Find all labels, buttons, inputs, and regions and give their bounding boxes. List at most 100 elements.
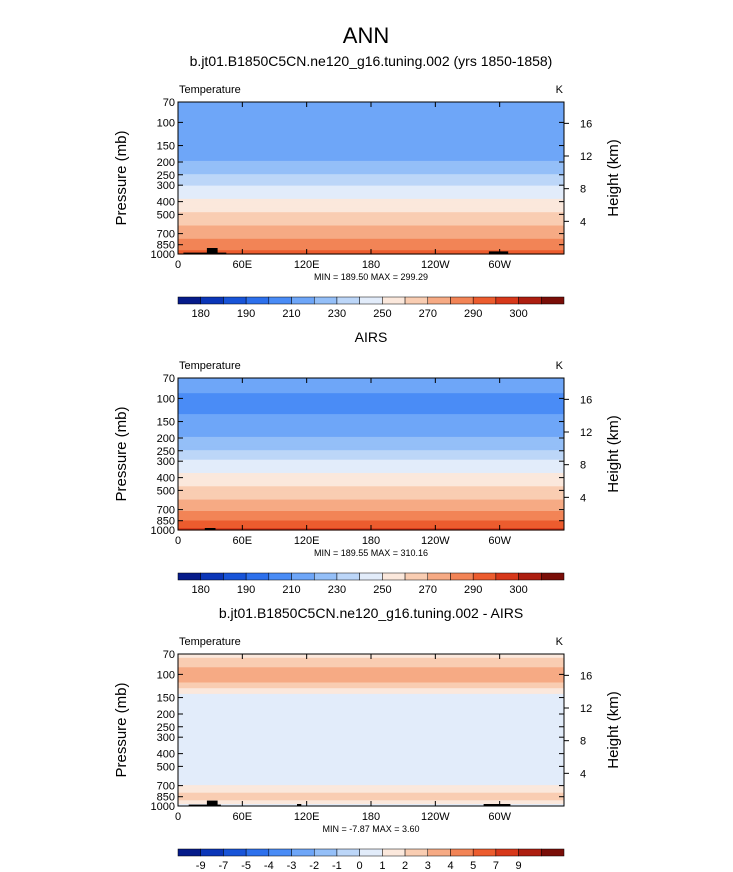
field-band bbox=[178, 236, 564, 240]
field-band bbox=[178, 119, 564, 122]
colorbar-label: -3 bbox=[287, 860, 297, 872]
field-band bbox=[178, 731, 564, 735]
field-band bbox=[178, 745, 564, 748]
field-band bbox=[178, 680, 564, 684]
field-band bbox=[178, 225, 564, 228]
colorbar-box bbox=[359, 572, 383, 581]
field-band bbox=[178, 383, 564, 387]
field-band bbox=[178, 208, 564, 211]
field-band bbox=[178, 739, 564, 742]
field-band bbox=[178, 457, 564, 461]
field-band bbox=[178, 701, 564, 704]
y-tick-label: 400 bbox=[157, 197, 175, 209]
field-band bbox=[178, 484, 564, 487]
colorbar-box bbox=[313, 572, 338, 581]
field-band bbox=[178, 246, 564, 249]
field-band bbox=[178, 170, 564, 173]
field-band bbox=[178, 210, 564, 213]
field-band bbox=[178, 121, 564, 124]
x-tick-label: 60W bbox=[488, 811, 511, 823]
field-band bbox=[178, 777, 564, 780]
field-band bbox=[178, 442, 564, 446]
field-band bbox=[178, 191, 564, 194]
colorbar-label: 4 bbox=[447, 860, 453, 872]
field-band bbox=[178, 438, 564, 442]
colorbar-box bbox=[245, 296, 270, 305]
field-band bbox=[178, 476, 564, 480]
field-band bbox=[178, 712, 564, 716]
topography-mask bbox=[483, 804, 511, 806]
field-band bbox=[178, 168, 564, 171]
field-band bbox=[178, 714, 564, 718]
colorbar-box bbox=[541, 572, 565, 581]
field-band bbox=[178, 419, 564, 423]
colorbar-box bbox=[518, 848, 542, 857]
colorbar: -9 -7 -5 -4 -3 -2 -1 0 1 2 3 4 5 7 9 bbox=[177, 848, 565, 872]
field-band bbox=[178, 463, 564, 466]
y-tick-label: 700 bbox=[157, 781, 175, 793]
height-tick-label: 8 bbox=[580, 184, 586, 196]
field-band bbox=[178, 497, 564, 501]
field-band bbox=[178, 684, 564, 687]
field-band bbox=[178, 452, 564, 455]
colorbar-label: 190 bbox=[237, 308, 255, 320]
colorbar-box bbox=[541, 296, 565, 305]
y-tick-label: 200 bbox=[157, 157, 175, 169]
field-band bbox=[178, 769, 564, 773]
y-tick-label: 1000 bbox=[151, 801, 175, 813]
field-band bbox=[178, 436, 564, 440]
field-band bbox=[178, 122, 564, 126]
height-tick-label: 8 bbox=[580, 736, 586, 748]
y-tick-label: 300 bbox=[157, 456, 175, 468]
field-band bbox=[178, 408, 564, 411]
field-band bbox=[178, 688, 564, 691]
field-band bbox=[178, 473, 564, 476]
y-tick-label: 100 bbox=[157, 393, 175, 405]
x-tick-label: 120W bbox=[421, 259, 450, 271]
x-tick-label: 180 bbox=[362, 811, 380, 823]
field-band bbox=[178, 733, 564, 737]
field-band bbox=[178, 781, 564, 784]
colorbar-box bbox=[268, 572, 292, 581]
field-band bbox=[178, 661, 564, 665]
colorbar-box bbox=[382, 848, 406, 857]
field-band bbox=[178, 448, 564, 451]
field-band bbox=[178, 229, 564, 232]
colorbar-box bbox=[313, 296, 338, 305]
field-band bbox=[178, 762, 564, 765]
height-tick-label: 4 bbox=[580, 216, 586, 228]
colorbar-label: -9 bbox=[196, 860, 206, 872]
field-band bbox=[178, 221, 564, 225]
field-band bbox=[178, 193, 564, 196]
field-band bbox=[178, 454, 564, 457]
x-tick-label: 120E bbox=[294, 259, 320, 271]
field-band bbox=[178, 160, 564, 164]
field-band bbox=[178, 787, 564, 790]
colorbar-label: 250 bbox=[373, 308, 391, 320]
field-band bbox=[178, 514, 564, 518]
field-band bbox=[178, 155, 564, 158]
field-band bbox=[178, 178, 564, 181]
field-band bbox=[178, 779, 564, 782]
right-axis-title: Height (km) bbox=[605, 415, 622, 493]
y-tick-label: 300 bbox=[157, 732, 175, 744]
field-band bbox=[178, 431, 564, 434]
field-band bbox=[178, 697, 564, 701]
field-band bbox=[178, 389, 564, 392]
colorbar-label: -4 bbox=[264, 860, 274, 872]
field-band bbox=[178, 393, 564, 396]
colorbar: 180 190 210 230 250 270 290 300 bbox=[177, 296, 565, 320]
colorbar-label: -2 bbox=[309, 860, 319, 872]
field-band bbox=[178, 771, 564, 775]
colorbar-label: 300 bbox=[509, 308, 527, 320]
field-band bbox=[178, 153, 564, 156]
field-band bbox=[178, 471, 564, 474]
field-band bbox=[178, 512, 564, 516]
field-band bbox=[178, 469, 564, 472]
field-band bbox=[178, 499, 564, 503]
field-band bbox=[178, 756, 564, 760]
field-band bbox=[178, 244, 564, 247]
y-tick-label: 500 bbox=[157, 485, 175, 497]
y-tick-label: 1000 bbox=[151, 525, 175, 537]
